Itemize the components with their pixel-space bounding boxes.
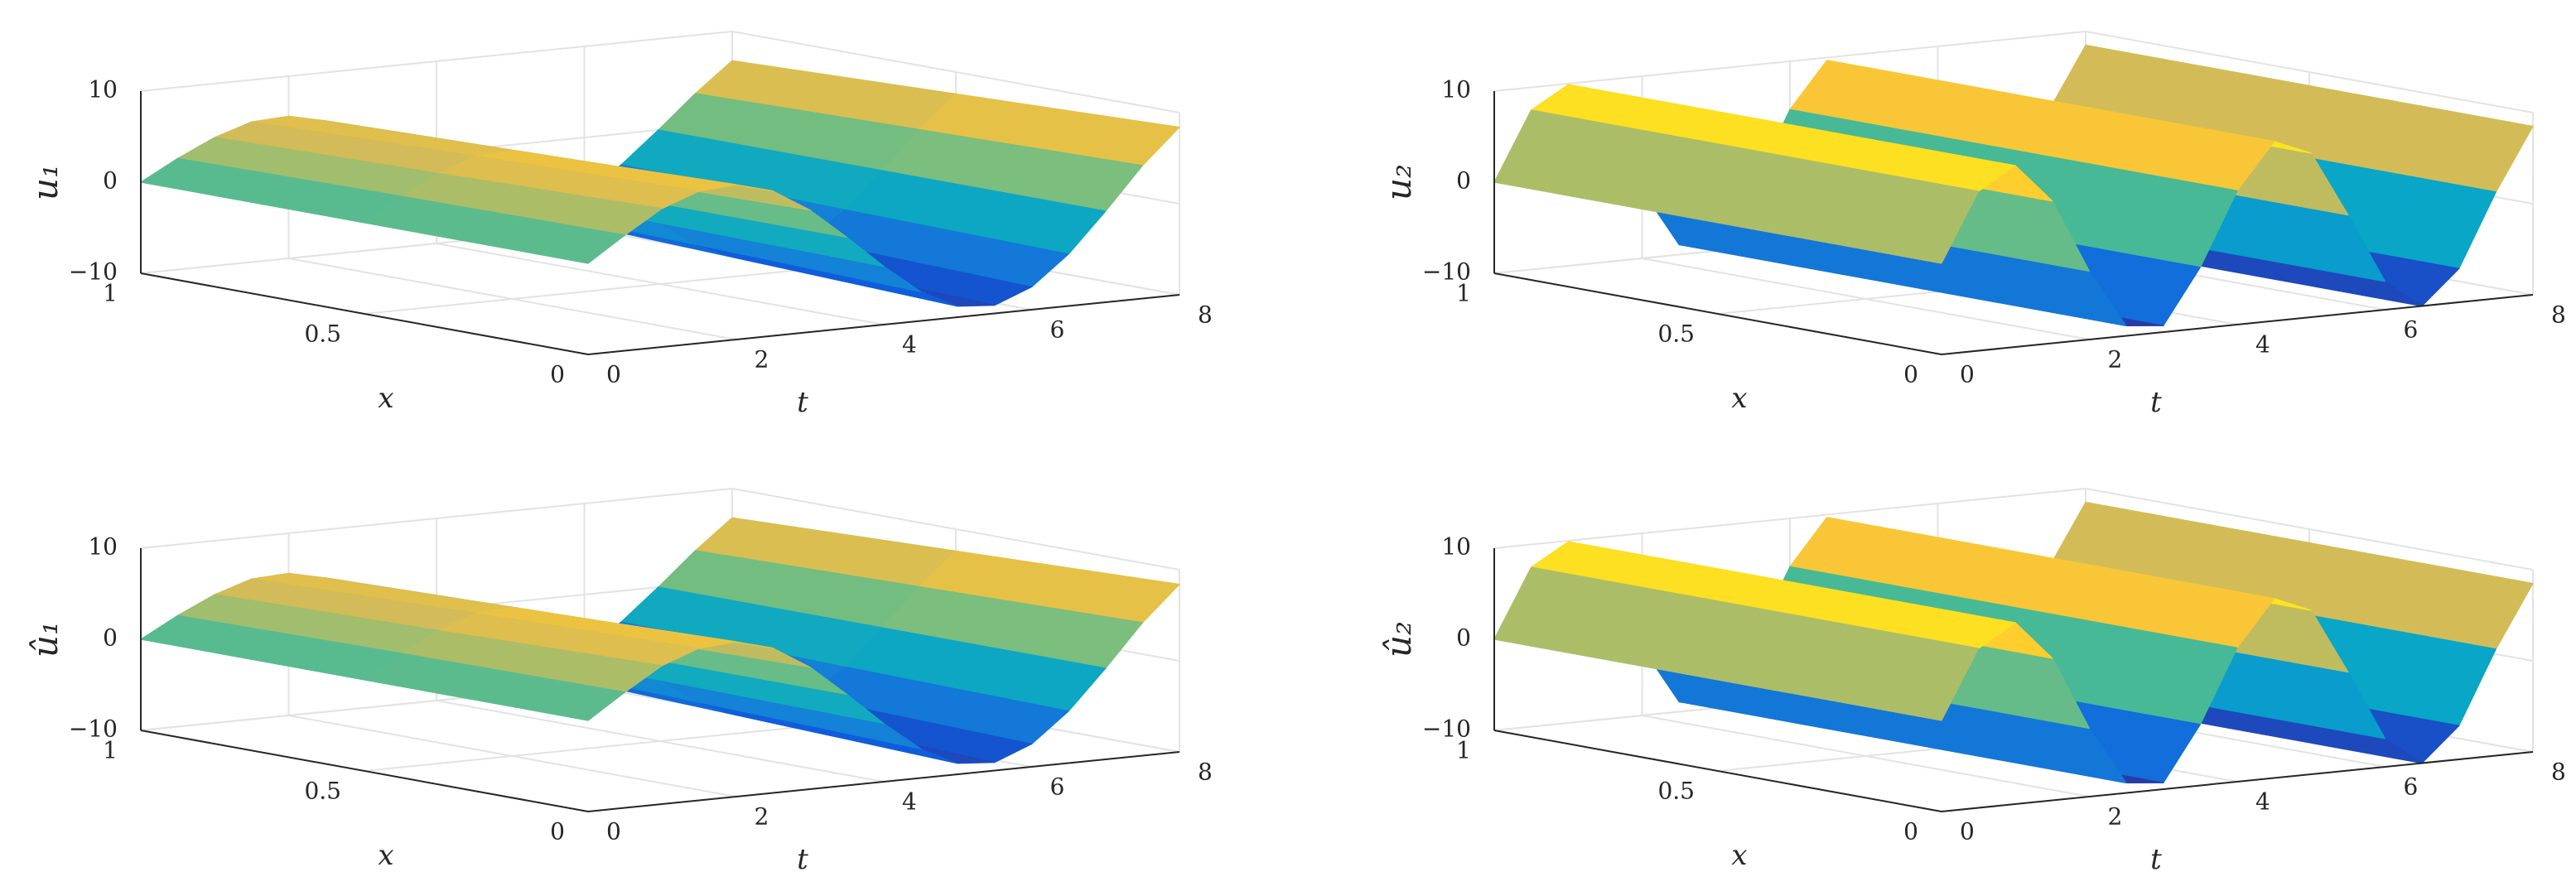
x-axis-label: x <box>1731 839 1747 872</box>
z-axis-label: u₁ <box>25 164 65 200</box>
t-tick-label: 2 <box>755 346 769 373</box>
t-axis <box>1941 294 2534 355</box>
z-axis-label: û₁ <box>25 621 65 658</box>
z-tick-label: 0 <box>1456 167 1471 195</box>
t-tick-label: 6 <box>2404 316 2419 344</box>
z-axis-label: u₂ <box>1378 164 1419 200</box>
x-tick-label: 0.5 <box>304 778 341 805</box>
t-tick-label: 6 <box>2404 773 2419 801</box>
z-tick-label: 0 <box>103 624 118 652</box>
x-tick-label: 1 <box>103 280 118 307</box>
t-tick-label: 6 <box>1050 316 1065 344</box>
grid-line <box>140 487 1180 571</box>
t-tick-label: 2 <box>2108 346 2123 373</box>
x-tick-label: 0 <box>550 818 565 845</box>
z-tick-label: −10 <box>69 715 118 743</box>
x-axis <box>140 730 589 812</box>
t-tick-label: 4 <box>2255 331 2270 359</box>
x-axis-label: x <box>1731 382 1747 415</box>
z-tick-label: 10 <box>88 533 118 561</box>
z-tick-label: 10 <box>1441 533 1471 561</box>
t-tick-label: 4 <box>902 788 917 816</box>
z-tick-label: −10 <box>1422 715 1471 743</box>
z-tick-label: −10 <box>69 258 118 286</box>
t-tick-label: 8 <box>2551 301 2566 329</box>
x-tick-label: 1 <box>1456 280 1471 307</box>
x-axis <box>140 272 589 355</box>
t-axis-label: t <box>2150 386 2162 419</box>
t-axis <box>587 294 1180 355</box>
t-tick-label: 8 <box>2551 759 2566 786</box>
t-tick-label: 8 <box>1198 301 1213 329</box>
z-tick-label: 0 <box>1456 624 1471 652</box>
surface-patch <box>1717 607 1980 721</box>
t-tick-label: 4 <box>902 331 917 359</box>
x-tick-label: 0.5 <box>1657 778 1695 805</box>
x-tick-label: 1 <box>1456 737 1471 764</box>
t-tick-label: 0 <box>1960 361 1975 388</box>
t-axis-label: t <box>797 843 808 876</box>
x-tick-label: 1 <box>103 737 118 764</box>
t-tick-label: 2 <box>2108 803 2123 831</box>
t-axis-label: t <box>797 386 808 419</box>
t-axis <box>1941 751 2534 812</box>
z-axis-label: û₂ <box>1378 621 1419 658</box>
t-tick-label: 2 <box>755 803 769 831</box>
surface-patch <box>1717 150 1980 264</box>
t-tick-label: 8 <box>1198 759 1213 786</box>
x-axis <box>1493 272 1942 355</box>
z-tick-label: −10 <box>1422 258 1471 286</box>
surface-patch <box>364 653 626 721</box>
t-tick-label: 0 <box>606 361 621 388</box>
grid-line <box>1493 30 2534 113</box>
z-tick-label: 10 <box>1441 76 1471 104</box>
z-tick-label: 0 <box>103 167 118 195</box>
x-tick-label: 0 <box>550 361 565 388</box>
x-tick-label: 0.5 <box>304 320 341 348</box>
x-tick-label: 0.5 <box>1657 320 1695 348</box>
surface-patch <box>364 195 626 264</box>
t-tick-label: 6 <box>1050 773 1065 801</box>
z-tick-label: 10 <box>88 76 118 104</box>
t-axis <box>587 751 1180 812</box>
grid-line <box>140 30 1180 113</box>
x-tick-label: 0 <box>1903 361 1918 388</box>
t-axis-label: t <box>2150 843 2162 876</box>
grid-line <box>1493 487 2534 571</box>
t-tick-label: 0 <box>1960 818 1975 845</box>
x-axis-label: x <box>378 382 393 415</box>
x-axis-label: x <box>378 839 393 872</box>
x-axis <box>1493 730 1942 812</box>
t-tick-label: 4 <box>2255 788 2270 816</box>
t-tick-label: 0 <box>606 818 621 845</box>
x-tick-label: 0 <box>1903 818 1918 845</box>
